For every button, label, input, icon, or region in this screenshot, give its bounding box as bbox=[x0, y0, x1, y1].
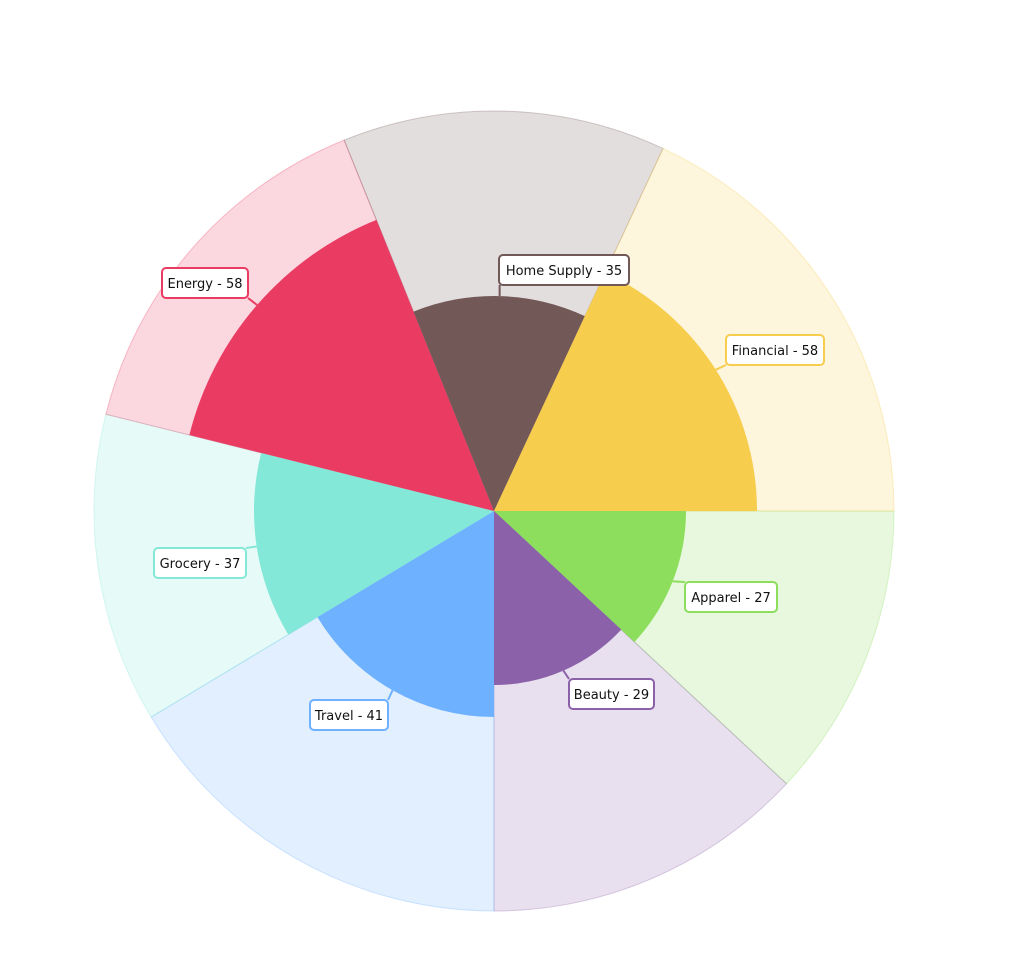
data-label-text: Grocery - 37 bbox=[160, 557, 241, 572]
slice-grocery[interactable] bbox=[254, 452, 494, 635]
data-label-text: Energy - 58 bbox=[167, 277, 242, 292]
data-label-text: Home Supply - 35 bbox=[506, 264, 622, 279]
leader-line-financial bbox=[715, 364, 727, 371]
leader-line-beauty bbox=[562, 670, 570, 680]
data-label-apparel: Apparel - 27 bbox=[684, 581, 778, 613]
data-label-travel: Travel - 41 bbox=[309, 699, 389, 731]
leader-line-energy bbox=[247, 297, 258, 306]
data-label-grocery: Grocery - 37 bbox=[153, 547, 247, 579]
leader-line-travel bbox=[387, 689, 394, 701]
data-label-financial: Financial - 58 bbox=[725, 334, 825, 366]
data-label-text: Financial - 58 bbox=[732, 344, 818, 359]
data-label-text: Beauty - 29 bbox=[574, 688, 649, 703]
slice-travel[interactable] bbox=[317, 511, 494, 717]
data-label-text: Apparel - 27 bbox=[691, 591, 771, 606]
data-label-home-supply: Home Supply - 35 bbox=[498, 254, 630, 286]
slice-home-supply[interactable] bbox=[413, 296, 585, 511]
leader-line-grocery bbox=[245, 545, 257, 549]
data-label-energy: Energy - 58 bbox=[161, 267, 249, 299]
slice-apparel[interactable] bbox=[494, 511, 686, 642]
slice-beauty[interactable] bbox=[494, 511, 622, 685]
leader-line-apparel bbox=[672, 580, 686, 583]
slice-energy[interactable] bbox=[189, 219, 494, 512]
data-label-beauty: Beauty - 29 bbox=[568, 678, 655, 710]
data-label-text: Travel - 41 bbox=[314, 709, 383, 724]
slice-financial[interactable] bbox=[494, 272, 757, 511]
